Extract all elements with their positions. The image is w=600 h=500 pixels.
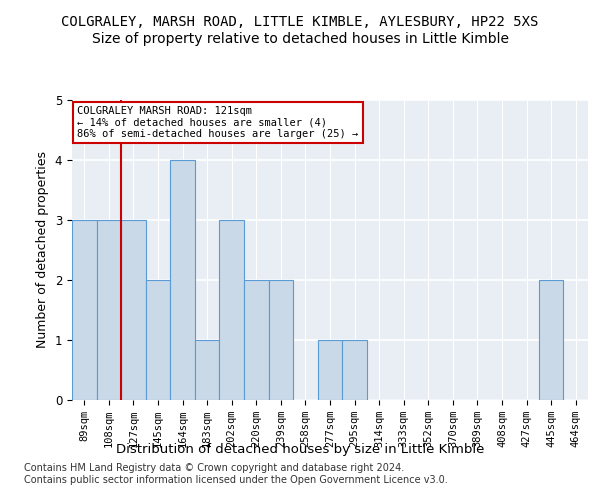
- Bar: [121, 220, 146, 400]
- Bar: [269, 280, 293, 400]
- Bar: [318, 340, 342, 400]
- Bar: [72, 220, 97, 400]
- Bar: [195, 340, 220, 400]
- Bar: [539, 280, 563, 400]
- Bar: [146, 280, 170, 400]
- Bar: [342, 340, 367, 400]
- Bar: [97, 220, 121, 400]
- Bar: [220, 220, 244, 400]
- Text: Size of property relative to detached houses in Little Kimble: Size of property relative to detached ho…: [91, 32, 509, 46]
- Text: Distribution of detached houses by size in Little Kimble: Distribution of detached houses by size …: [116, 442, 484, 456]
- Text: Contains HM Land Registry data © Crown copyright and database right 2024.
Contai: Contains HM Land Registry data © Crown c…: [24, 464, 448, 485]
- Text: COLGRALEY, MARSH ROAD, LITTLE KIMBLE, AYLESBURY, HP22 5XS: COLGRALEY, MARSH ROAD, LITTLE KIMBLE, AY…: [61, 15, 539, 29]
- Bar: [244, 280, 269, 400]
- Y-axis label: Number of detached properties: Number of detached properties: [36, 152, 49, 348]
- Bar: [170, 160, 195, 400]
- Text: COLGRALEY MARSH ROAD: 121sqm
← 14% of detached houses are smaller (4)
86% of sem: COLGRALEY MARSH ROAD: 121sqm ← 14% of de…: [77, 106, 358, 139]
